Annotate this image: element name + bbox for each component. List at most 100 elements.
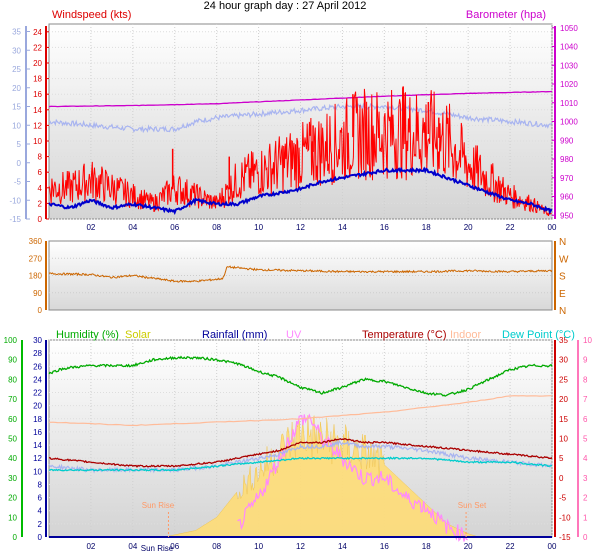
humidity-tick-label: 90 <box>8 356 17 365</box>
barometer-tick-label: 970 <box>560 174 574 183</box>
panel-1-x-tick-label: 10 <box>254 223 263 232</box>
windspeed-tick-label: 4 <box>38 184 43 193</box>
windspeed-tick-label: 22 <box>33 43 42 52</box>
rain-tick-label: 20 <box>33 402 42 411</box>
panel-3-x-tick-label: 00 <box>548 542 557 551</box>
humidity-tick-label: 70 <box>8 395 17 404</box>
temperature-tick-label: 10 <box>559 435 568 444</box>
panel-3-x-tick-label: 02 <box>86 542 95 551</box>
rain-tick-label: 22 <box>33 389 42 398</box>
windspeed-tick-label: 8 <box>38 153 43 162</box>
sun-rise-annotation: Sun Rise <box>142 501 175 510</box>
series-wind-direction <box>48 265 553 283</box>
uv-tick-label: 1 <box>583 513 588 522</box>
panel-1-x-tick-label: 22 <box>506 223 515 232</box>
windspeed-tick-label: 14 <box>33 106 42 115</box>
left-outer-tick-label: 20 <box>12 84 21 93</box>
left-outer-tick-label: 0 <box>17 159 22 168</box>
legend-entry: Humidity (%) <box>56 329 119 341</box>
series-solar <box>164 415 479 538</box>
direction-tick-label: 90 <box>33 289 42 298</box>
series-wind-speed <box>48 87 552 217</box>
humidity-tick-label: 40 <box>8 454 17 463</box>
rain-tick-label: 18 <box>33 415 42 424</box>
uv-tick-label: 10 <box>583 336 592 345</box>
uv-tick-label: 4 <box>583 454 588 463</box>
barometer-tick-label: 960 <box>560 193 574 202</box>
barometer-axis-label: Barometer (hpa) <box>466 9 546 21</box>
humidity-tick-label: 80 <box>8 375 17 384</box>
rain-tick-label: 4 <box>38 507 43 516</box>
rain-tick-label: 28 <box>33 349 42 358</box>
temperature-tick-label: -5 <box>559 494 567 503</box>
uv-tick-label: 0 <box>583 533 588 542</box>
panel-3-x-tick-label: 22 <box>506 542 515 551</box>
series-lavender-trend <box>48 102 553 134</box>
rain-tick-label: 8 <box>38 480 43 489</box>
humidity-tick-label: 30 <box>8 474 17 483</box>
panel-3-x-tick-label: 10 <box>254 542 263 551</box>
panel-1-x-tick-label: 12 <box>296 223 305 232</box>
panel-3-x-tick-label: 16 <box>380 542 389 551</box>
series-uv <box>237 413 468 542</box>
uv-tick-label: 2 <box>583 494 588 503</box>
compass-label: N <box>559 306 566 317</box>
barometer-tick-label: 950 <box>560 211 574 220</box>
rain-tick-label: 0 <box>38 533 43 542</box>
humidity-tick-label: 0 <box>13 533 18 542</box>
humidity-tick-label: 20 <box>8 494 17 503</box>
left-outer-tick-label: 5 <box>17 140 22 149</box>
panel-1-x-tick-label: 02 <box>86 223 95 232</box>
temperature-tick-label: 5 <box>559 454 564 463</box>
rain-tick-label: 6 <box>38 494 43 503</box>
uv-tick-label: 6 <box>583 415 588 424</box>
windspeed-axis-label: Windspeed (kts) <box>52 9 131 21</box>
legend-entry: Indoor <box>450 329 482 341</box>
chart-title: 24 hour graph day : 27 April 2012 <box>204 0 367 12</box>
barometer-tick-label: 1010 <box>560 99 578 108</box>
direction-tick-label: 180 <box>29 272 43 281</box>
direction-tick-label: 0 <box>38 306 43 315</box>
barometer-tick-label: 1000 <box>560 118 578 127</box>
temperature-tick-label: 20 <box>559 395 568 404</box>
series-temperature-trend <box>48 166 553 215</box>
left-outer-tick-label: 10 <box>12 121 21 130</box>
direction-tick-label: 360 <box>29 237 43 246</box>
series-humidity <box>48 355 553 397</box>
legend-entry: Temperature (°C) <box>362 329 446 341</box>
panel-1-x-tick-label: 18 <box>422 223 431 232</box>
panel-3-x-tick-label: 12 <box>296 542 305 551</box>
left-outer-tick-label: -5 <box>14 178 22 187</box>
left-outer-tick-label: 25 <box>12 65 21 74</box>
panel-3-x-tick-label: 20 <box>464 542 473 551</box>
temperature-tick-label: -10 <box>559 513 571 522</box>
panel-1-x-tick-label: 00 <box>548 223 557 232</box>
rain-tick-label: 10 <box>33 467 42 476</box>
barometer-tick-label: 1020 <box>560 80 578 89</box>
panel-1-x-tick-label: 06 <box>170 223 179 232</box>
left-outer-tick-label: 30 <box>12 46 21 55</box>
uv-tick-label: 7 <box>583 395 588 404</box>
rain-tick-label: 24 <box>33 375 42 384</box>
legend-entry: UV <box>286 329 302 341</box>
uv-tick-label: 9 <box>583 356 588 365</box>
panel-3-x-tick-label: 04 <box>128 542 137 551</box>
series-barometer <box>48 90 553 108</box>
series-temperature <box>48 437 553 468</box>
temperature-tick-label: 0 <box>559 474 564 483</box>
panel-1-x-tick-label: 08 <box>212 223 221 232</box>
barometer-tick-label: 980 <box>560 155 574 164</box>
panel-1-x-tick-label: 04 <box>128 223 137 232</box>
barometer-tick-label: 1050 <box>560 24 578 33</box>
uv-tick-label: 5 <box>583 435 588 444</box>
panel-1-x-tick-label: 16 <box>380 223 389 232</box>
humidity-tick-label: 10 <box>8 513 17 522</box>
barometer-tick-label: 990 <box>560 136 574 145</box>
panel-3-x-tick-label: 06 <box>170 542 179 551</box>
barometer-tick-label: 1030 <box>560 61 578 70</box>
windspeed-tick-label: 6 <box>38 168 43 177</box>
compass-label: N <box>559 237 566 248</box>
uv-tick-label: 3 <box>583 474 588 483</box>
legend-entry: Rainfall (mm) <box>202 329 267 341</box>
